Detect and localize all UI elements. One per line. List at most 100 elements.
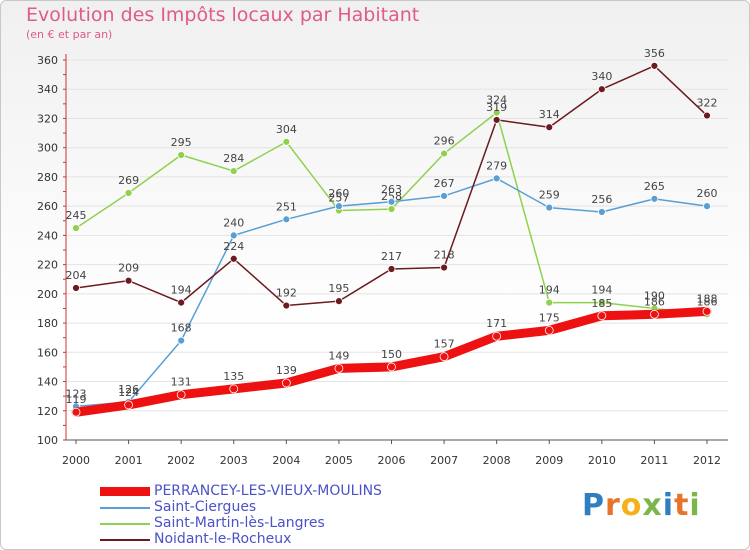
data-label: 131 (171, 376, 192, 389)
data-label: 149 (328, 349, 349, 362)
data-label: 186 (697, 295, 718, 308)
y-tick-label: 340 (37, 83, 58, 96)
y-tick-label: 360 (37, 54, 58, 67)
data-label: 279 (486, 159, 507, 172)
data-point (545, 123, 554, 132)
data-label: 150 (381, 348, 402, 361)
logo-letter: i (689, 488, 701, 523)
data-label: 295 (171, 136, 192, 149)
y-tick-label: 100 (37, 434, 58, 447)
data-point (124, 400, 133, 410)
data-label: 209 (118, 262, 139, 275)
data-point (439, 352, 449, 362)
data-point (702, 306, 712, 316)
data-label: 204 (66, 269, 87, 282)
chart-subtitle: (en € et par an) (26, 28, 113, 41)
logo-letter: t (674, 488, 690, 523)
data-point (229, 384, 239, 394)
data-point (177, 151, 186, 159)
data-point (387, 197, 396, 206)
data-label: 284 (223, 152, 244, 165)
data-point (334, 363, 344, 373)
data-point (597, 311, 607, 321)
data-point (177, 298, 186, 307)
data-label: 185 (591, 297, 612, 310)
data-label: 245 (66, 209, 87, 222)
data-point (177, 336, 186, 345)
data-point (492, 116, 501, 124)
data-label: 139 (276, 364, 297, 377)
data-point (229, 254, 238, 263)
x-tick-label: 2010 (588, 454, 616, 467)
logo-letter: i (662, 488, 675, 523)
data-label: 175 (539, 311, 560, 324)
data-label: 157 (434, 338, 455, 351)
legend-swatch (100, 539, 150, 541)
x-tick-label: 2003 (220, 454, 248, 467)
data-label: 188 (697, 292, 718, 305)
y-tick-label: 120 (37, 405, 58, 418)
y-tick-label: 280 (37, 171, 58, 184)
data-label: 171 (486, 317, 507, 330)
data-point (440, 263, 448, 272)
data-label: 324 (486, 94, 507, 107)
data-point (72, 224, 80, 232)
data-label: 319 (486, 101, 507, 114)
data-label: 224 (223, 240, 244, 253)
legend-label: Noidant-le-Rocheux (154, 531, 292, 547)
data-label: 126 (118, 383, 139, 396)
data-point (387, 205, 396, 213)
x-tick-label: 2004 (272, 454, 300, 467)
data-point (387, 265, 396, 273)
legend-label: PERRANCEY-LES-VIEUX-MOULINS (154, 483, 382, 499)
data-point (597, 208, 606, 216)
data-point (597, 298, 606, 307)
x-tick-label: 2007 (430, 454, 458, 467)
data-point (492, 174, 501, 183)
y-tick-label: 200 (37, 288, 58, 301)
data-point (281, 378, 291, 388)
logo-letter: o (620, 488, 643, 523)
data-label: 260 (697, 187, 718, 200)
data-point (282, 137, 291, 146)
data-point (176, 390, 186, 400)
y-tick-label: 300 (37, 142, 58, 155)
data-label: 258 (381, 190, 402, 203)
data-label: 322 (697, 97, 718, 110)
data-point (650, 61, 659, 70)
data-point (545, 203, 554, 212)
data-label: 168 (171, 322, 192, 335)
legend-label: Saint-Martin-lès-Langres (154, 515, 325, 531)
data-label: 251 (276, 200, 297, 213)
data-label: 190 (644, 289, 665, 302)
data-label: 260 (328, 187, 349, 200)
legend-swatch (100, 523, 150, 525)
data-label: 265 (644, 180, 665, 193)
x-tick-label: 2006 (378, 454, 406, 467)
y-tick-label: 240 (37, 229, 58, 242)
data-point (387, 362, 396, 372)
data-label: 240 (223, 216, 244, 229)
legend-swatch (100, 507, 150, 509)
data-point (440, 192, 448, 200)
data-point (282, 215, 291, 224)
data-label: 186 (644, 295, 665, 308)
data-point (282, 301, 291, 310)
legend-swatch (100, 487, 150, 496)
data-label: 269 (118, 174, 139, 187)
data-label: 296 (434, 135, 455, 148)
data-label: 314 (539, 108, 560, 121)
x-tick-label: 2005 (325, 454, 353, 467)
chart-title: Evolution des Impôts locaux par Habitant (26, 4, 420, 26)
data-label: 256 (591, 193, 612, 206)
data-point (545, 298, 554, 307)
data-label: 194 (591, 284, 612, 297)
data-point (335, 297, 343, 306)
y-tick-label: 220 (37, 259, 58, 272)
x-tick-label: 2001 (115, 454, 143, 467)
data-point (597, 85, 606, 94)
data-label: 267 (434, 177, 455, 190)
data-point (703, 111, 711, 120)
data-label: 263 (381, 183, 402, 196)
data-label: 124 (118, 386, 139, 399)
